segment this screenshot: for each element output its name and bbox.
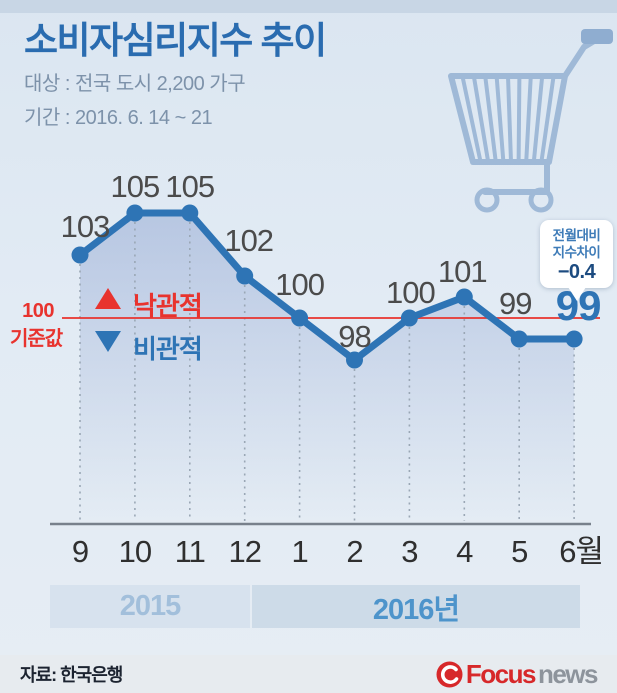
legend-pessimistic: 비관적 (133, 334, 203, 364)
subtitle-period: 기간 : 2016. 6. 14 ~ 21 (24, 107, 213, 129)
x-tick-label: 10 (119, 534, 152, 569)
area-fill (80, 213, 575, 522)
callout-line1: 전월대비 (552, 228, 601, 243)
data-label: 100 (275, 267, 324, 302)
subtitle-target: 대상 : 전국 도시 2,200 가구 (24, 73, 246, 95)
up-triangle-icon (95, 288, 121, 309)
data-label: 105 (111, 169, 160, 204)
x-tick-label: 9 (72, 534, 88, 569)
callout-pointer (567, 287, 586, 301)
callout-line2: 지수차이 (552, 245, 601, 260)
data-point (71, 246, 89, 264)
x-tick-label: 6월 (559, 534, 603, 569)
data-point (455, 288, 473, 306)
focusnews-swirl-icon (436, 661, 463, 687)
x-tick-label: 5 (511, 534, 527, 569)
data-point (400, 309, 418, 327)
baseline-label: 기준값 (10, 328, 63, 350)
data-point (346, 351, 363, 369)
legend-optimistic: 낙관적 (133, 291, 203, 321)
data-label: 105 (165, 169, 214, 204)
data-label: 98 (338, 319, 370, 354)
footer: 자료: 한국은행 Focus news (0, 655, 617, 693)
data-label: 102 (224, 223, 273, 258)
data-point (126, 204, 144, 222)
x-tick-label: 12 (228, 534, 260, 569)
logo-focus-text: Focus (465, 658, 537, 689)
data-label: 101 (438, 254, 487, 289)
data-label: 103 (61, 209, 110, 244)
down-triangle-icon (95, 331, 121, 352)
focusnews-logo: Focus news (436, 658, 599, 690)
source-label: 자료: 한국은행 (20, 665, 123, 685)
data-label: 100 (386, 275, 435, 310)
x-tick-label: 11 (175, 534, 205, 569)
cart-handle-tip (581, 29, 613, 44)
trend-line (76, 209, 578, 364)
year-band-2015: 2015 (50, 585, 250, 628)
data-point (510, 330, 528, 348)
top-band (0, 0, 617, 13)
x-tick-label: 2 (346, 534, 362, 569)
data-point (291, 309, 309, 327)
logo-news-text: news (537, 658, 599, 689)
data-point (565, 330, 583, 348)
data-point (181, 204, 199, 222)
x-tick-label: 1 (291, 534, 307, 569)
x-tick-label: 3 (401, 534, 417, 569)
shopping-cart-icon (448, 29, 613, 213)
data-point (236, 267, 254, 285)
header: 소비자심리지수 추이 대상 : 전국 도시 2,200 가구 기간 : 2016… (24, 20, 327, 130)
month-diff-callout: 전월대비 지수차이 −0.4 (540, 220, 613, 301)
page-title: 소비자심리지수 추이 (24, 20, 327, 61)
data-label: 99 (499, 286, 531, 321)
x-tick-label: 4 (456, 534, 473, 569)
baseline-value: 100 (22, 300, 54, 322)
callout-value: −0.4 (557, 261, 596, 283)
year-band-2016: 2016년 (252, 585, 580, 628)
